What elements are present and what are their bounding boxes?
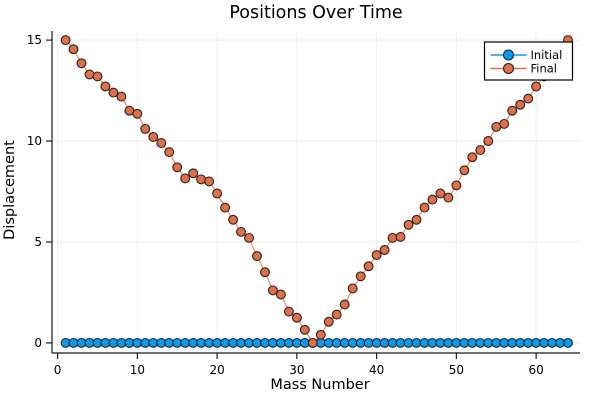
data-point-marker-final [84,69,95,80]
data-point-marker-final [435,188,446,199]
data-point-marker-final [228,214,239,225]
data-series [60,35,573,348]
data-point-marker-final [347,283,358,294]
series-line-final [65,39,569,344]
x-tick-label: 10 [130,363,145,377]
data-point-marker-final [244,232,254,243]
data-point-marker-final [323,316,334,327]
data-point-marker-final [355,271,366,282]
y-tick-label: 0 [34,336,42,350]
data-point-marker-final [188,168,199,179]
y-tick-label: 10 [27,134,42,148]
data-point-marker-final [156,138,167,148]
data-point-marker-final [180,173,191,184]
data-point-marker-final [60,35,71,46]
data-point-marker-final [220,202,231,213]
data-point-marker-final [395,231,406,242]
data-point-marker-final [260,267,270,278]
x-tick-label: 40 [369,363,384,377]
data-point-marker-final [307,337,318,348]
x-tick-label: 20 [209,363,224,377]
data-point-marker-final [164,147,175,158]
data-point-marker-final [483,136,494,146]
legend-box [483,41,574,81]
legend-marker [502,49,515,61]
data-point-marker-final [403,219,414,230]
data-point-marker-final [371,250,382,261]
data-point-marker-final [140,123,151,134]
data-point-marker-final [475,145,486,156]
data-point-marker-final [315,329,326,340]
data-point-marker-final [331,309,342,320]
data-point-marker-final [196,174,207,185]
data-point-marker-final [427,194,438,205]
data-point-marker-final [451,180,462,191]
y-tick-label: 5 [34,235,42,249]
data-point-marker-final [204,176,215,187]
x-tick-label: 50 [449,363,464,377]
data-point-marker-final [148,132,159,142]
data-point-marker-initial [563,337,573,348]
data-point-marker-final [212,188,223,199]
data-point-marker-final [523,93,534,104]
data-point-marker-final [443,192,454,203]
data-point-marker-final [68,44,79,55]
data-point-marker-final [467,152,478,163]
data-point-marker-final [236,226,246,237]
data-point-marker-final [267,285,278,296]
y-tick-labels: 0 5 10 15 [27,33,42,350]
data-point-marker-final [299,324,310,335]
x-axis-label: Mass Number [270,377,369,393]
data-point-marker-final [252,251,262,262]
data-point-marker-final [116,91,127,102]
data-point-marker-final [459,165,470,176]
data-point-marker-final [507,105,518,116]
legend-label: Initial [531,48,563,62]
data-point-marker-final [379,245,390,255]
data-point-marker-final [499,118,510,129]
x-tick-label: 60 [528,363,543,377]
data-point-marker-final [132,108,143,119]
data-point-marker-final [100,81,111,92]
data-point-marker-final [515,99,526,110]
data-point-marker-final [283,306,294,317]
data-point-marker-final [291,312,302,323]
data-point-marker-final [531,81,542,92]
x-tick-label: 0 [54,363,62,377]
legend-label: Final [531,62,558,76]
data-point-marker-final [108,87,119,98]
legend-marker [502,62,515,75]
x-tick-label: 30 [289,363,304,377]
data-point-marker-final [172,162,183,173]
y-axis-label: Displacement [2,140,18,240]
data-point-marker-final [275,289,286,300]
data-point-marker-final [76,58,87,69]
axes [46,31,580,359]
data-point-marker-final [363,261,374,272]
data-point-marker-final [92,71,103,82]
y-tick-label: 15 [27,33,42,47]
x-tick-labels: 0 10 20 30 40 50 60 [54,363,544,377]
data-point-marker-final [419,202,430,213]
data-point-marker-final [411,214,422,225]
chart-title: Positions Over Time [229,3,402,23]
data-point-marker-final [339,299,350,310]
